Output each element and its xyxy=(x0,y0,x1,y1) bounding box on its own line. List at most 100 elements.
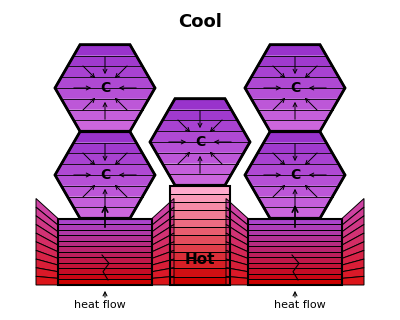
Bar xyxy=(170,235,230,244)
Polygon shape xyxy=(61,99,149,110)
Bar xyxy=(248,224,342,229)
Polygon shape xyxy=(36,268,58,278)
Bar xyxy=(248,241,342,246)
Polygon shape xyxy=(152,207,174,232)
Bar xyxy=(58,219,152,285)
Bar xyxy=(170,277,230,285)
Text: C: C xyxy=(195,135,205,149)
Bar xyxy=(58,274,152,279)
Text: Cool: Cool xyxy=(178,13,222,31)
Polygon shape xyxy=(342,251,364,265)
Text: C: C xyxy=(290,168,300,182)
Polygon shape xyxy=(36,276,58,285)
Polygon shape xyxy=(251,66,339,77)
Polygon shape xyxy=(226,268,248,278)
Polygon shape xyxy=(55,77,155,88)
Bar xyxy=(170,268,230,277)
Polygon shape xyxy=(226,216,248,238)
Bar xyxy=(58,246,152,252)
Bar xyxy=(170,219,230,227)
Polygon shape xyxy=(150,131,250,142)
Bar xyxy=(170,244,230,252)
Polygon shape xyxy=(152,224,174,245)
Bar xyxy=(248,263,342,268)
Polygon shape xyxy=(226,242,248,258)
Polygon shape xyxy=(152,251,174,265)
Bar xyxy=(170,252,230,260)
Polygon shape xyxy=(162,164,238,174)
Polygon shape xyxy=(251,186,339,197)
Polygon shape xyxy=(258,197,332,207)
Bar xyxy=(58,279,152,285)
Polygon shape xyxy=(342,198,364,225)
Polygon shape xyxy=(264,45,326,56)
Polygon shape xyxy=(342,233,364,252)
Text: C: C xyxy=(100,81,110,95)
Polygon shape xyxy=(169,174,231,185)
Polygon shape xyxy=(36,198,58,225)
Polygon shape xyxy=(74,45,136,56)
Polygon shape xyxy=(251,153,339,164)
Polygon shape xyxy=(342,259,364,272)
Polygon shape xyxy=(36,216,58,238)
Polygon shape xyxy=(226,259,248,272)
Polygon shape xyxy=(152,268,174,278)
Bar xyxy=(170,186,230,285)
Polygon shape xyxy=(264,120,326,131)
Polygon shape xyxy=(150,142,250,153)
Polygon shape xyxy=(226,251,248,265)
Polygon shape xyxy=(258,110,332,120)
Polygon shape xyxy=(226,233,248,252)
Polygon shape xyxy=(342,242,364,258)
Bar xyxy=(58,235,152,241)
Polygon shape xyxy=(152,259,174,272)
Text: heat flow: heat flow xyxy=(74,300,126,310)
Polygon shape xyxy=(258,142,332,153)
Bar xyxy=(248,246,342,252)
Bar xyxy=(170,260,230,268)
Polygon shape xyxy=(245,77,345,88)
Bar xyxy=(248,219,342,285)
Polygon shape xyxy=(156,120,244,131)
Bar xyxy=(248,279,342,285)
Polygon shape xyxy=(74,132,136,142)
Bar xyxy=(170,202,230,210)
Bar xyxy=(170,194,230,202)
Text: C: C xyxy=(100,168,110,182)
Polygon shape xyxy=(152,198,174,225)
Bar xyxy=(170,186,230,194)
Polygon shape xyxy=(342,268,364,278)
Polygon shape xyxy=(36,251,58,265)
Polygon shape xyxy=(61,66,149,77)
Bar xyxy=(248,257,342,263)
Polygon shape xyxy=(226,224,248,245)
Polygon shape xyxy=(226,198,248,225)
Polygon shape xyxy=(342,216,364,238)
Polygon shape xyxy=(264,132,326,142)
Polygon shape xyxy=(36,224,58,245)
Polygon shape xyxy=(251,99,339,110)
Bar xyxy=(58,263,152,268)
Text: heat flow: heat flow xyxy=(274,300,326,310)
Polygon shape xyxy=(245,175,345,186)
Polygon shape xyxy=(342,276,364,285)
Polygon shape xyxy=(245,88,345,99)
Polygon shape xyxy=(152,216,174,238)
Polygon shape xyxy=(68,142,142,153)
Bar xyxy=(58,219,152,224)
Polygon shape xyxy=(162,109,238,120)
Bar xyxy=(58,229,152,235)
Bar xyxy=(58,268,152,274)
Polygon shape xyxy=(61,186,149,197)
Polygon shape xyxy=(55,164,155,175)
Polygon shape xyxy=(74,207,136,218)
Polygon shape xyxy=(36,233,58,252)
Polygon shape xyxy=(55,88,155,99)
Bar xyxy=(58,241,152,246)
Polygon shape xyxy=(245,164,345,175)
Polygon shape xyxy=(36,207,58,232)
Bar xyxy=(248,219,342,224)
Bar xyxy=(170,227,230,235)
Bar xyxy=(248,252,342,257)
Polygon shape xyxy=(258,56,332,66)
